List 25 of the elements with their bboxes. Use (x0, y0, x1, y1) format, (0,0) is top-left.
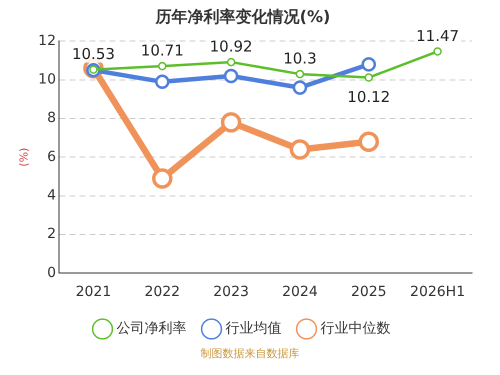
data-label: 10.71 (140, 42, 184, 60)
x-tick-label: 2024 (282, 284, 318, 300)
x-tick-label: 2025 (350, 284, 387, 300)
legend-label: 行业均值 (226, 320, 282, 337)
data-label: 10.3 (283, 49, 317, 68)
data-label: 11.47 (416, 26, 460, 45)
y-tick-label: 10 (38, 72, 56, 88)
x-tick-label: 2026H1 (410, 284, 466, 300)
text: 制图数据来自数据库 (200, 346, 300, 361)
y-tick-label: 6 (47, 148, 56, 165)
legend-label: 行业中位数 (320, 320, 390, 337)
data-label: 10.92 (210, 37, 253, 56)
legend-label: 公司净利率 (116, 320, 186, 337)
x-tick-label: 2021 (76, 284, 112, 300)
y-tick-label: 12 (38, 32, 56, 49)
chart-title: 历年净利率变化情况(%) (154, 6, 330, 26)
y-tick-label: 0 (47, 264, 56, 281)
data-label: 10.12 (347, 88, 390, 106)
y-tick-label: 4 (47, 188, 56, 204)
data-label: 10.53 (72, 45, 115, 64)
y-tick-label: 8 (47, 110, 56, 126)
y-tick-label: 2 (47, 226, 56, 242)
y-axis-title: (%) (17, 148, 30, 167)
x-tick-label: 2022 (144, 284, 180, 300)
x-tick-label: 2023 (213, 284, 249, 300)
